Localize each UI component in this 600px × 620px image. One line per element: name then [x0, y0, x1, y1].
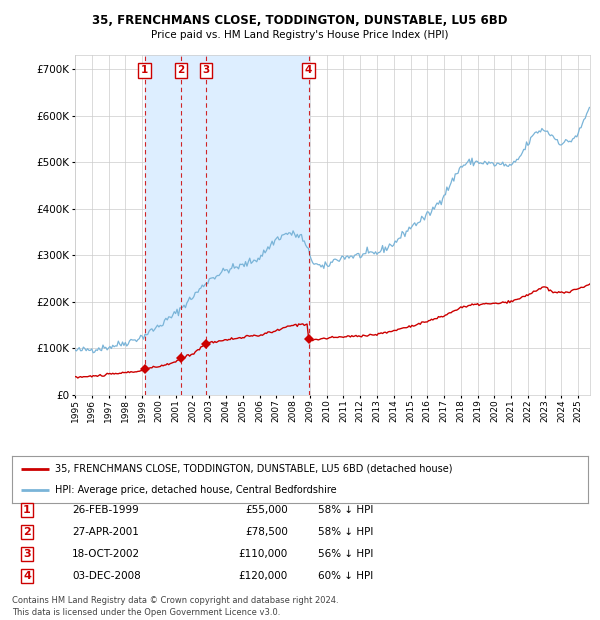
Text: 2: 2 — [178, 65, 185, 75]
Text: 58% ↓ HPI: 58% ↓ HPI — [318, 505, 373, 515]
Text: 4: 4 — [23, 571, 31, 581]
Text: 60% ↓ HPI: 60% ↓ HPI — [318, 571, 373, 581]
Text: £55,000: £55,000 — [245, 505, 288, 515]
Text: 3: 3 — [202, 65, 209, 75]
Text: 18-OCT-2002: 18-OCT-2002 — [72, 549, 140, 559]
Text: 3: 3 — [23, 549, 31, 559]
Text: 1: 1 — [23, 505, 31, 515]
Text: £120,000: £120,000 — [239, 571, 288, 581]
Text: This data is licensed under the Open Government Licence v3.0.: This data is licensed under the Open Gov… — [12, 608, 280, 617]
Text: 26-FEB-1999: 26-FEB-1999 — [72, 505, 139, 515]
Text: 27-APR-2001: 27-APR-2001 — [72, 527, 139, 537]
Bar — [145, 55, 308, 395]
Text: Price paid vs. HM Land Registry's House Price Index (HPI): Price paid vs. HM Land Registry's House … — [151, 30, 449, 40]
Text: 1: 1 — [141, 65, 148, 75]
Text: 35, FRENCHMANS CLOSE, TODDINGTON, DUNSTABLE, LU5 6BD (detached house): 35, FRENCHMANS CLOSE, TODDINGTON, DUNSTA… — [55, 464, 453, 474]
Text: HPI: Average price, detached house, Central Bedfordshire: HPI: Average price, detached house, Cent… — [55, 485, 337, 495]
Text: 4: 4 — [305, 65, 312, 75]
Text: 56% ↓ HPI: 56% ↓ HPI — [318, 549, 373, 559]
Text: £110,000: £110,000 — [239, 549, 288, 559]
Text: Contains HM Land Registry data © Crown copyright and database right 2024.: Contains HM Land Registry data © Crown c… — [12, 596, 338, 605]
Text: 2: 2 — [23, 527, 31, 537]
Text: 35, FRENCHMANS CLOSE, TODDINGTON, DUNSTABLE, LU5 6BD: 35, FRENCHMANS CLOSE, TODDINGTON, DUNSTA… — [92, 14, 508, 27]
Text: 58% ↓ HPI: 58% ↓ HPI — [318, 527, 373, 537]
Text: 03-DEC-2008: 03-DEC-2008 — [72, 571, 141, 581]
Text: £78,500: £78,500 — [245, 527, 288, 537]
